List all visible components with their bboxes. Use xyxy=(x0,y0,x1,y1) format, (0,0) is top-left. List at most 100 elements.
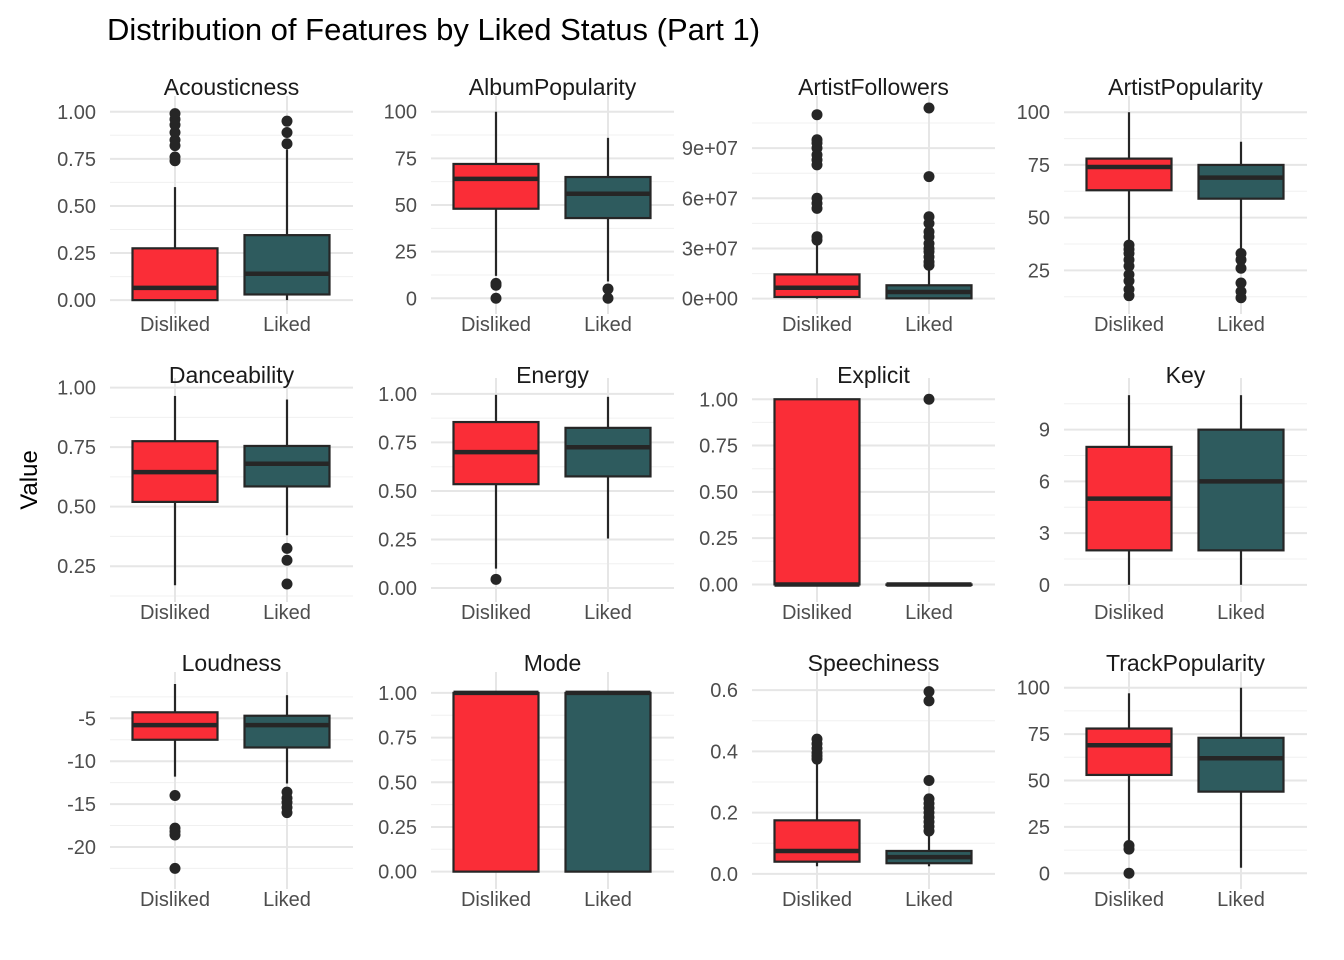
x-tick-label: Liked xyxy=(905,602,953,624)
y-tick-label: 1.00 xyxy=(378,384,417,406)
facet-title: ArtistPopularity xyxy=(1108,74,1263,100)
outlier-point xyxy=(281,542,293,554)
y-tick-label: 50 xyxy=(395,195,417,217)
facet-panel: 0.00 0.25 0.50 0.75 1.00 Mode Disliked Liked xyxy=(378,650,674,911)
box-disliked xyxy=(773,398,861,586)
y-tick-label: 75 xyxy=(1028,155,1050,177)
y-tick-label: 0 xyxy=(406,288,417,310)
y-tick-label: 100 xyxy=(1017,678,1050,700)
facet-panel: 25 50 75 100 ArtistPopularity Disliked Liked xyxy=(1017,74,1307,336)
facet-title: ArtistFollowers xyxy=(798,74,949,100)
y-tick-label: 0.4 xyxy=(710,741,738,763)
outlier-point xyxy=(1123,283,1135,295)
y-tick-label: 0.00 xyxy=(57,290,96,312)
box-disliked xyxy=(1085,727,1173,777)
outlier-point xyxy=(1123,839,1135,851)
y-tick-label: 1.00 xyxy=(57,102,96,124)
x-tick-label: Disliked xyxy=(782,314,852,336)
x-tick-label: Disliked xyxy=(140,889,210,911)
outlier-point xyxy=(602,283,614,295)
y-tick-label: 1.00 xyxy=(57,378,96,400)
x-tick-label: Disliked xyxy=(1094,602,1164,624)
facet-panel: 0 25 50 75 100 TrackPopularity Disliked Liked xyxy=(1017,650,1307,911)
x-tick-label: Liked xyxy=(584,602,632,624)
outlier-point xyxy=(1235,248,1247,259)
outlier-point xyxy=(281,554,293,566)
y-tick-label: 25 xyxy=(1028,260,1050,282)
outlier-point xyxy=(490,292,502,304)
y-tick-label: 0.75 xyxy=(57,149,96,171)
outlier-point xyxy=(811,733,823,745)
box-liked xyxy=(1197,428,1285,552)
facet-title: AlbumPopularity xyxy=(469,74,637,100)
facet-panel: -20 -15 -10 -5 Loudness Disliked Liked xyxy=(67,650,353,911)
y-tick-label: 0 xyxy=(1039,575,1050,597)
facet-panel: 0.00 0.25 0.50 0.75 1.00 Acousticness Disliked… xyxy=(57,74,353,336)
outlier-point xyxy=(923,695,935,707)
facet-title: Explicit xyxy=(837,362,910,388)
y-tick-label: 75 xyxy=(395,148,417,170)
x-tick-label: Liked xyxy=(1217,314,1265,336)
outlier-point xyxy=(281,578,293,590)
facet-title: Energy xyxy=(516,362,589,388)
x-tick-label: Liked xyxy=(905,314,953,336)
x-tick-label: Disliked xyxy=(461,602,531,624)
outlier-point xyxy=(490,277,502,289)
y-tick-label: 0.75 xyxy=(378,432,417,454)
y-tick-label: 50 xyxy=(1028,771,1050,793)
box-liked xyxy=(1197,163,1285,200)
y-tick-label: 25 xyxy=(395,242,417,264)
y-tick-label: 3 xyxy=(1039,523,1050,545)
y-tick-label: -15 xyxy=(67,794,96,816)
y-tick-label: -20 xyxy=(67,837,96,859)
box-liked xyxy=(564,691,652,873)
y-tick-label: 0.50 xyxy=(699,482,738,504)
facet-panel: 0.00 0.25 0.50 0.75 1.00 Explicit Disliked Like… xyxy=(699,362,995,624)
facet-panel: 0.0 0.2 0.4 0.6 Speechiness Disliked Liked xyxy=(710,650,995,911)
x-tick-label: Liked xyxy=(1217,602,1265,624)
box-liked xyxy=(243,714,331,749)
y-tick-label: 0.0 xyxy=(710,864,738,886)
x-tick-label: Disliked xyxy=(1094,889,1164,911)
facet-grid: 0.000.250.500.751.00AcousticnessDisliked… xyxy=(57,74,1307,911)
y-tick-label: 0 xyxy=(1039,863,1050,885)
facet-panel: 0 3 6 9 Key Disliked Liked xyxy=(1039,362,1307,624)
y-tick-label: 3e+07 xyxy=(682,238,738,260)
outlier-point xyxy=(811,192,823,204)
facet-panel: 0 25 50 75 100 AlbumPopularity Disliked Liked xyxy=(384,74,674,336)
x-tick-label: Disliked xyxy=(461,889,531,911)
outlier-point xyxy=(1123,239,1135,251)
y-tick-label: 0.00 xyxy=(699,574,738,596)
outlier-point xyxy=(490,573,502,585)
facet-title: Mode xyxy=(524,650,582,676)
outlier-point xyxy=(169,862,181,874)
y-tick-label: 0.25 xyxy=(378,817,417,839)
y-axis-label: Value xyxy=(16,450,43,510)
outlier-point xyxy=(281,115,293,127)
x-tick-label: Disliked xyxy=(461,314,531,336)
x-tick-label: Liked xyxy=(263,314,311,336)
y-tick-label: 6 xyxy=(1039,471,1050,493)
outlier-point xyxy=(169,151,181,163)
facet-title: Acousticness xyxy=(164,74,300,100)
outlier-point xyxy=(1235,262,1247,274)
x-tick-label: Liked xyxy=(584,889,632,911)
x-tick-label: Disliked xyxy=(1094,314,1164,336)
facet-panel: 0.00 0.25 0.50 0.75 1.00 Energy Disliked Liked xyxy=(378,362,674,624)
outlier-point xyxy=(811,134,823,146)
outlier-point xyxy=(923,211,935,223)
outlier-point xyxy=(811,231,823,243)
y-tick-label: 1.00 xyxy=(378,683,417,705)
box-liked xyxy=(243,234,331,296)
outlier-point xyxy=(923,775,935,786)
outlier-point xyxy=(923,793,935,805)
y-tick-label: 0.75 xyxy=(699,436,738,458)
outlier-point xyxy=(281,138,293,150)
outlier-point xyxy=(169,829,181,841)
y-tick-label: 0.75 xyxy=(378,728,417,750)
y-tick-label: 0.50 xyxy=(57,497,96,519)
box-disliked xyxy=(131,247,219,302)
y-tick-label: 75 xyxy=(1028,724,1050,746)
facet-title: TrackPopularity xyxy=(1106,650,1265,676)
